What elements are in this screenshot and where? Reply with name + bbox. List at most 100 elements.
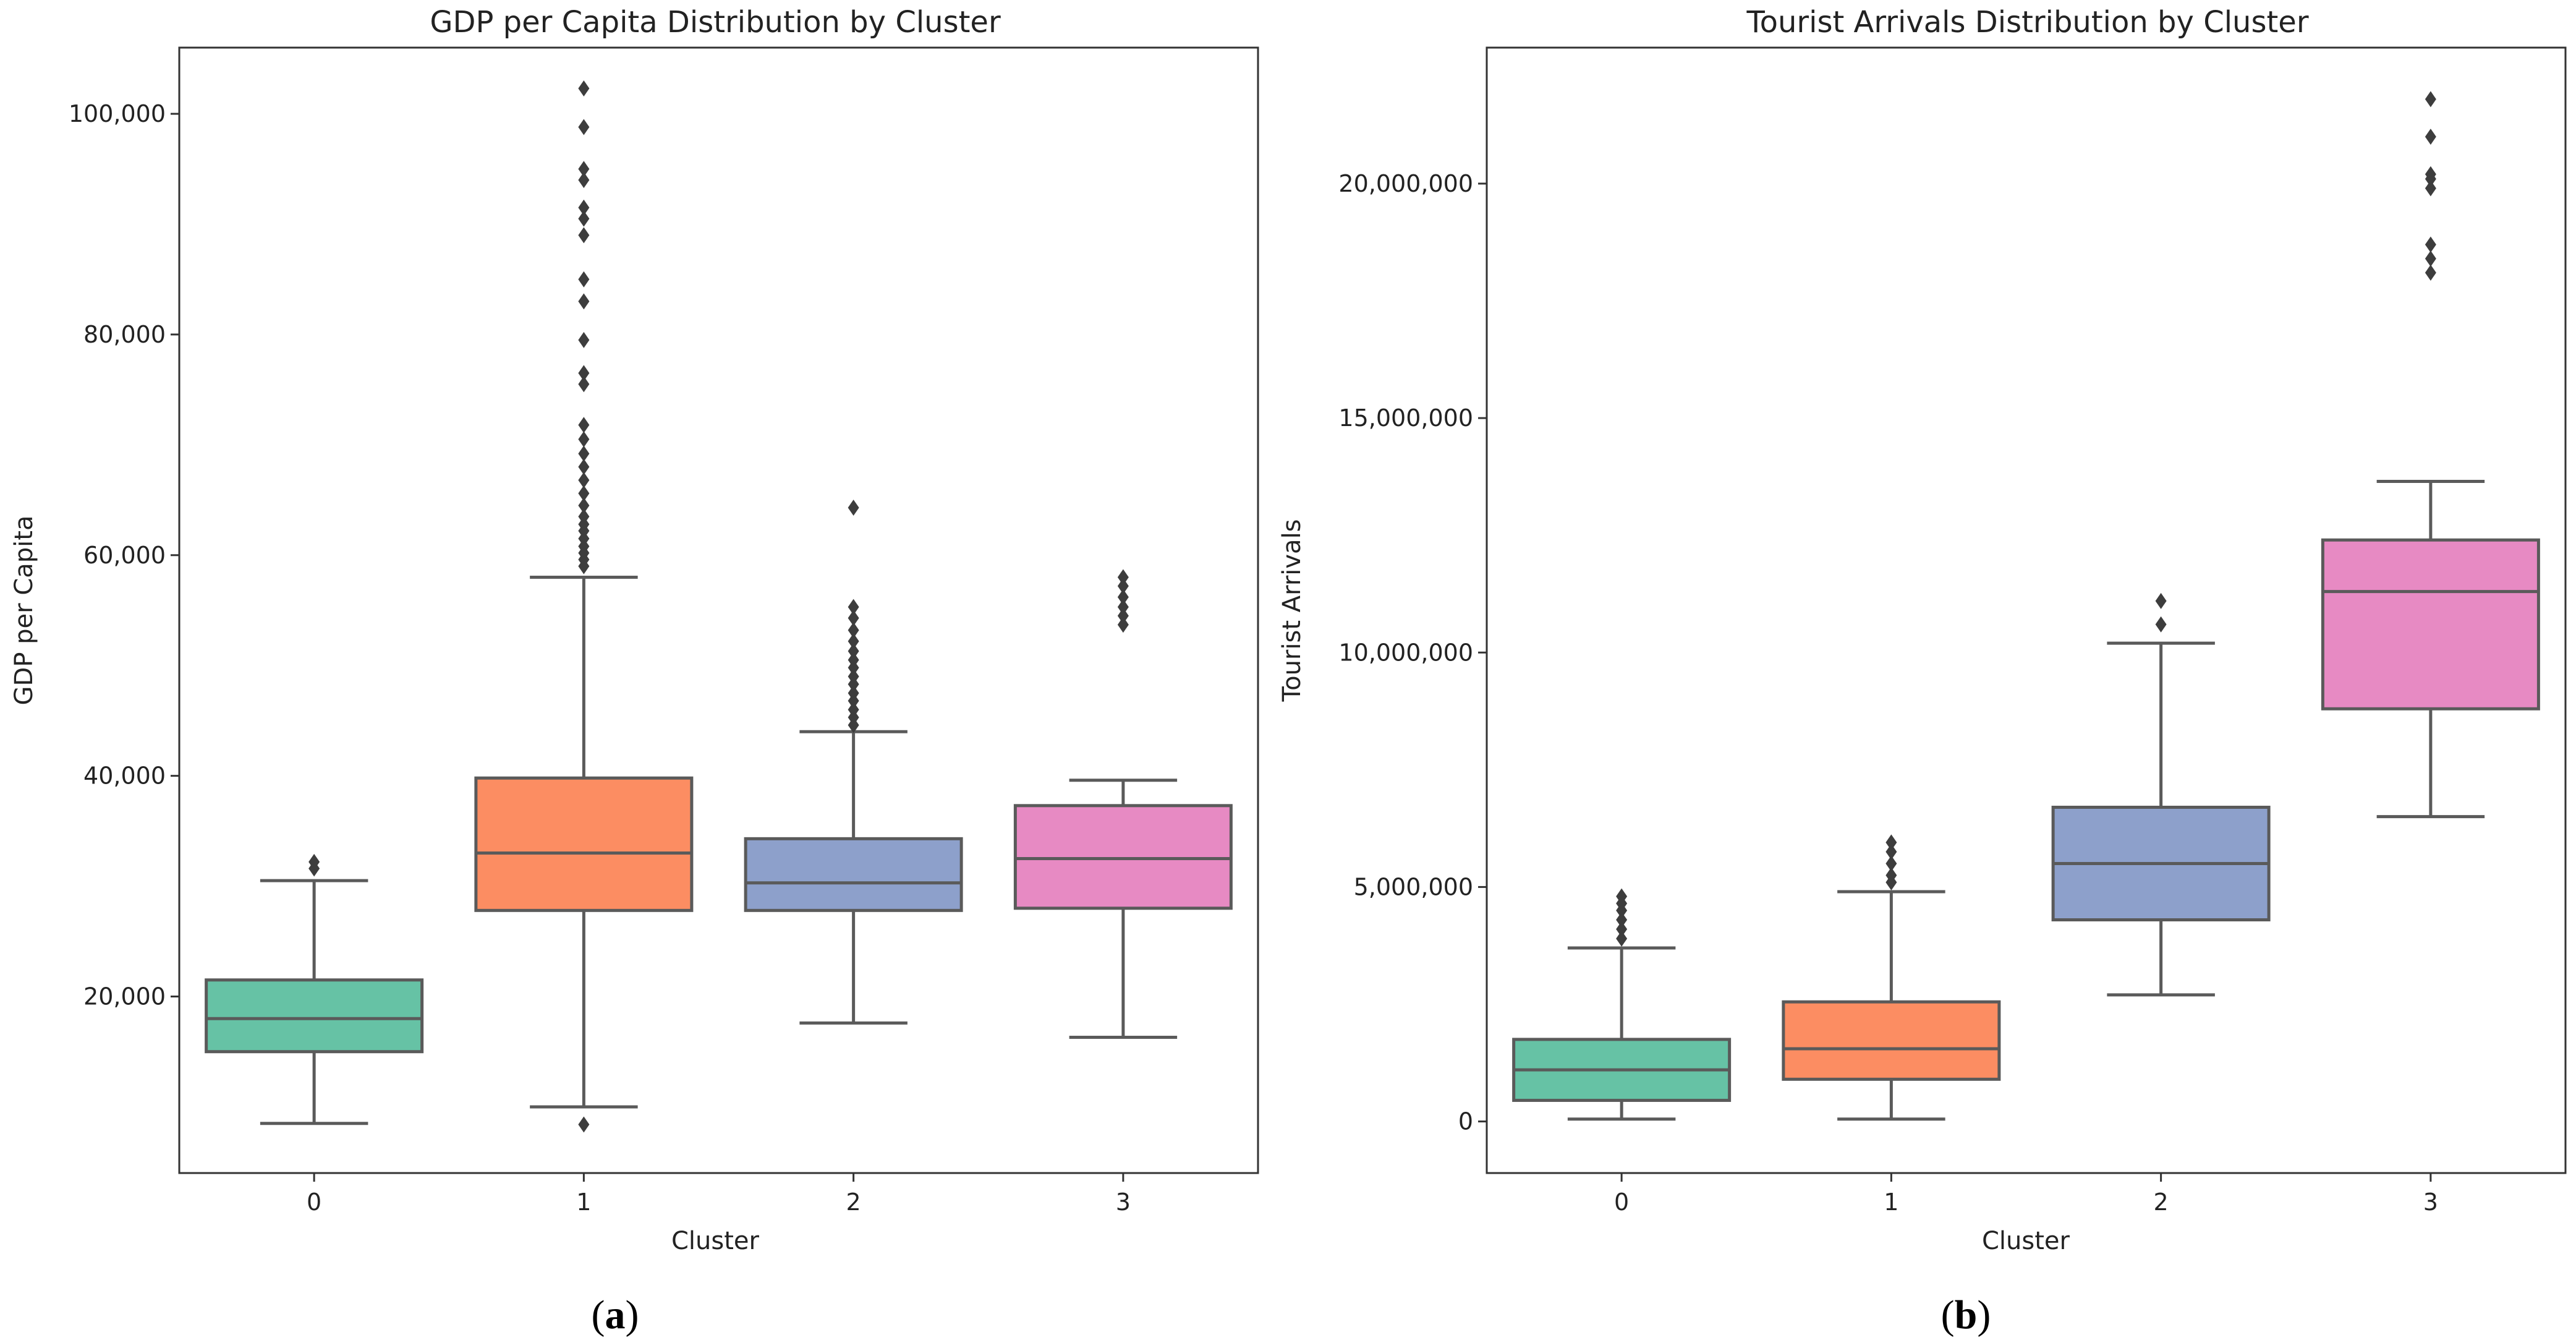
outlier-point [1117, 617, 1129, 633]
outlier-point [848, 500, 859, 516]
outlier-point [1616, 888, 1628, 905]
outlier-point [2425, 180, 2436, 197]
outlier-point [578, 376, 590, 393]
outlier-point [2425, 265, 2436, 281]
x-tick-label: 2 [846, 1189, 861, 1216]
outlier-point [578, 485, 590, 501]
box-cluster-3 [2321, 91, 2540, 819]
x-tick-label: 3 [2423, 1189, 2438, 1216]
outlier-point [848, 633, 859, 649]
x-tick-label: 3 [1116, 1189, 1131, 1216]
outlier-point [1885, 867, 1897, 884]
outlier-point [848, 685, 859, 701]
iqr-box [744, 837, 963, 912]
outlier-point [578, 210, 590, 227]
iqr-box [205, 978, 424, 1054]
box-plots [1512, 91, 2540, 1121]
panel-caption-a: (a) [592, 1292, 639, 1338]
y-tick-label: 15,000,000 [1338, 404, 1473, 432]
outlier-point [578, 271, 590, 288]
outlier-point [2425, 166, 2436, 182]
outlier-point [848, 599, 859, 615]
x-tick-label: 1 [576, 1189, 591, 1216]
outlier-point [2425, 129, 2436, 145]
outlier-point [578, 199, 590, 216]
outlier-point [578, 80, 590, 97]
outlier-point [578, 161, 590, 177]
chart-title: GDP per Capita Distribution by Cluster [430, 5, 1001, 40]
box-plots [205, 80, 1233, 1133]
box-cluster-2 [744, 500, 963, 1025]
outlier-point [578, 445, 590, 462]
y-axis-label: GDP per Capita [10, 516, 38, 706]
outlier-point [848, 643, 859, 660]
outlier-point [578, 431, 590, 448]
outlier-point [578, 365, 590, 382]
y-tick-label: 5,000,000 [1354, 873, 1473, 900]
outlier-point [2425, 236, 2436, 253]
outlier-point [1117, 578, 1129, 594]
iqr-box [474, 776, 694, 912]
box-cluster-1 [474, 80, 694, 1133]
iqr-box [1013, 804, 1233, 910]
outlier-point [1117, 569, 1129, 586]
y-axis: 0 5,000,000 10,000,000 15,000,000 20,000,000 [1338, 170, 1487, 1135]
outlier-point [578, 508, 590, 525]
y-tick-label: 0 [1458, 1108, 1473, 1135]
plot-frame [1486, 46, 2567, 1174]
outlier-point [848, 610, 859, 626]
outlier-point [848, 652, 859, 668]
y-tick-label: 20,000,000 [1338, 170, 1473, 197]
outlier-point [1117, 607, 1129, 624]
panel-letter: b [1955, 1292, 1978, 1338]
outlier-point [578, 172, 590, 189]
panel-caption-b: (b) [1941, 1292, 1991, 1338]
outlier-point [578, 459, 590, 476]
outlier-point [578, 227, 590, 244]
y-tick-label: 60,000 [83, 542, 166, 569]
outlier-point [1117, 599, 1129, 615]
y-tick-label: 10,000,000 [1338, 639, 1473, 666]
outlier-point [1616, 921, 1628, 937]
outlier-point [578, 331, 590, 348]
panel-gdp-per-capita: GDP per Capita Distribution by Cluster 2… [10, 5, 1259, 1338]
chart-title: Tourist Arrivals Distribution by Cluster [1746, 5, 2308, 40]
y-tick-label: 20,000 [83, 983, 166, 1010]
outlier-point [308, 853, 320, 870]
y-tick-label: 40,000 [83, 762, 166, 790]
outlier-point [2425, 91, 2436, 108]
outlier-point [2155, 592, 2167, 609]
outlier-point [848, 622, 859, 639]
y-tick-label: 80,000 [83, 321, 166, 348]
outlier-point [578, 1116, 590, 1133]
panel-letter: a [605, 1292, 626, 1338]
outlier-point [1885, 855, 1897, 872]
x-tick-label: 0 [1614, 1189, 1629, 1216]
iqr-box [2321, 538, 2540, 711]
outlier-point [2425, 250, 2436, 267]
y-tick-label: 100,000 [69, 100, 166, 127]
box-cluster-0 [205, 853, 424, 1125]
outlier-point [1616, 911, 1628, 928]
x-tick-label: 0 [307, 1189, 321, 1216]
y-axis: 20,000 40,000 60,000 80,000 100,000 [69, 100, 179, 1010]
x-tick-label: 1 [1884, 1189, 1898, 1216]
outlier-point [578, 293, 590, 310]
outlier-point [578, 119, 590, 135]
outlier-point [1885, 843, 1897, 860]
panel-tourist-arrivals: Tourist Arrivals Distribution by Cluster… [1278, 5, 2567, 1338]
y-axis-label: Tourist Arrivals [1278, 519, 1306, 702]
outlier-point [1885, 834, 1897, 851]
plot-frame [178, 46, 1259, 1174]
x-tick-label: 2 [2154, 1189, 2169, 1216]
box-cluster-0 [1512, 888, 1732, 1121]
box-cluster-2 [2051, 592, 2271, 997]
x-axis: 0 1 2 3 [307, 1173, 1131, 1216]
outlier-point [848, 701, 859, 718]
outlier-point [578, 417, 590, 433]
outlier-point [578, 472, 590, 489]
outlier-point [1616, 930, 1628, 947]
box-cluster-3 [1013, 569, 1233, 1039]
